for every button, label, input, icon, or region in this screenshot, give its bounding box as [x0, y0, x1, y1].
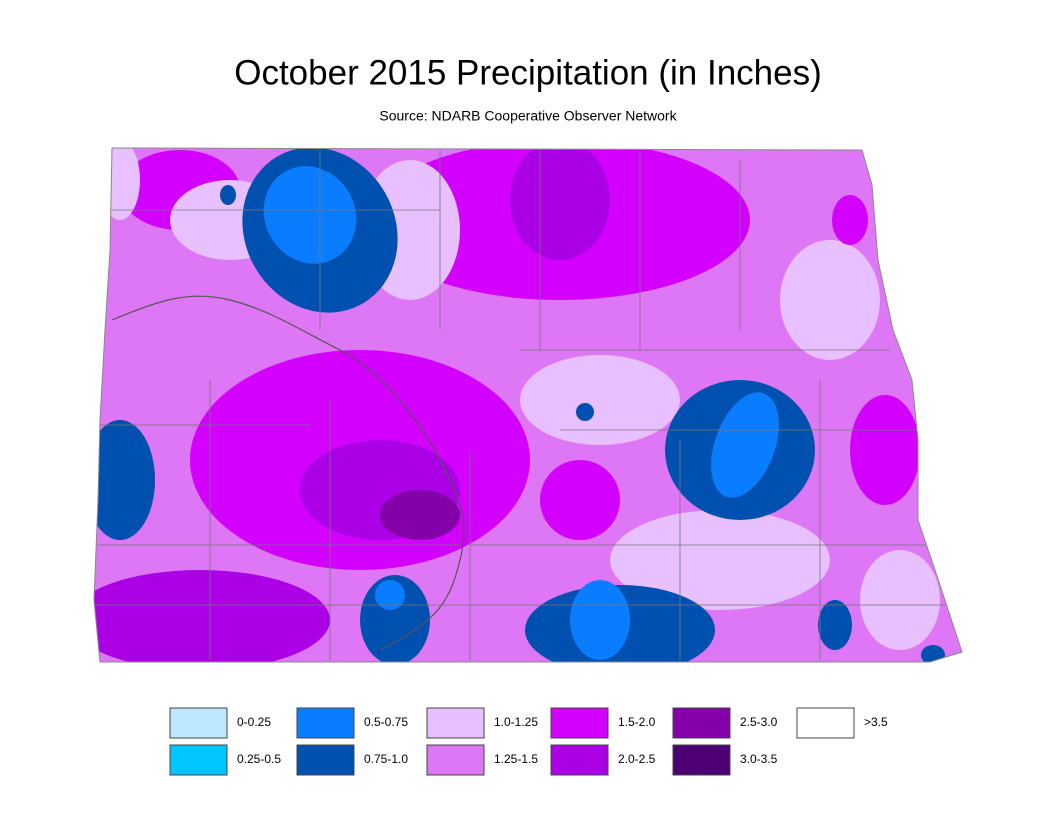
legend: 0-0.25 0.25-0.5 0.5-0.75 0.75-1.0 1.0-1.25 1.…: [169, 707, 888, 776]
legend-label: 1.25-1.5: [494, 752, 538, 766]
legend-label: 3.0-3.5: [740, 752, 778, 766]
legend-label: >3.5: [864, 715, 888, 729]
legend-swatch: [169, 707, 228, 739]
legend-label: 0.5-0.75: [364, 715, 408, 729]
legend-swatch: [796, 707, 855, 739]
state-outline: [93, 147, 963, 663]
legend-swatch: [550, 707, 609, 739]
legend-label: 1.0-1.25: [494, 715, 538, 729]
legend-swatch: [426, 744, 485, 776]
precipitation-map: [94, 148, 962, 662]
legend-label: 0.25-0.5: [237, 752, 281, 766]
legend-label: 0-0.25: [237, 715, 271, 729]
legend-swatch: [296, 744, 355, 776]
legend-swatch: [169, 744, 228, 776]
legend-swatch: [296, 707, 355, 739]
legend-label: 2.0-2.5: [618, 752, 656, 766]
legend-swatch: [550, 744, 609, 776]
legend-swatch: [426, 707, 485, 739]
map-title: October 2015 Precipitation (in Inches): [234, 53, 822, 92]
map-subtitle: Source: NDARB Cooperative Observer Netwo…: [379, 108, 677, 124]
legend-swatch: [672, 744, 731, 776]
legend-label: 1.5-2.0: [618, 715, 656, 729]
legend-label: 0.75-1.0: [364, 752, 408, 766]
legend-label: 2.5-3.0: [740, 715, 778, 729]
legend-swatch: [672, 707, 731, 739]
